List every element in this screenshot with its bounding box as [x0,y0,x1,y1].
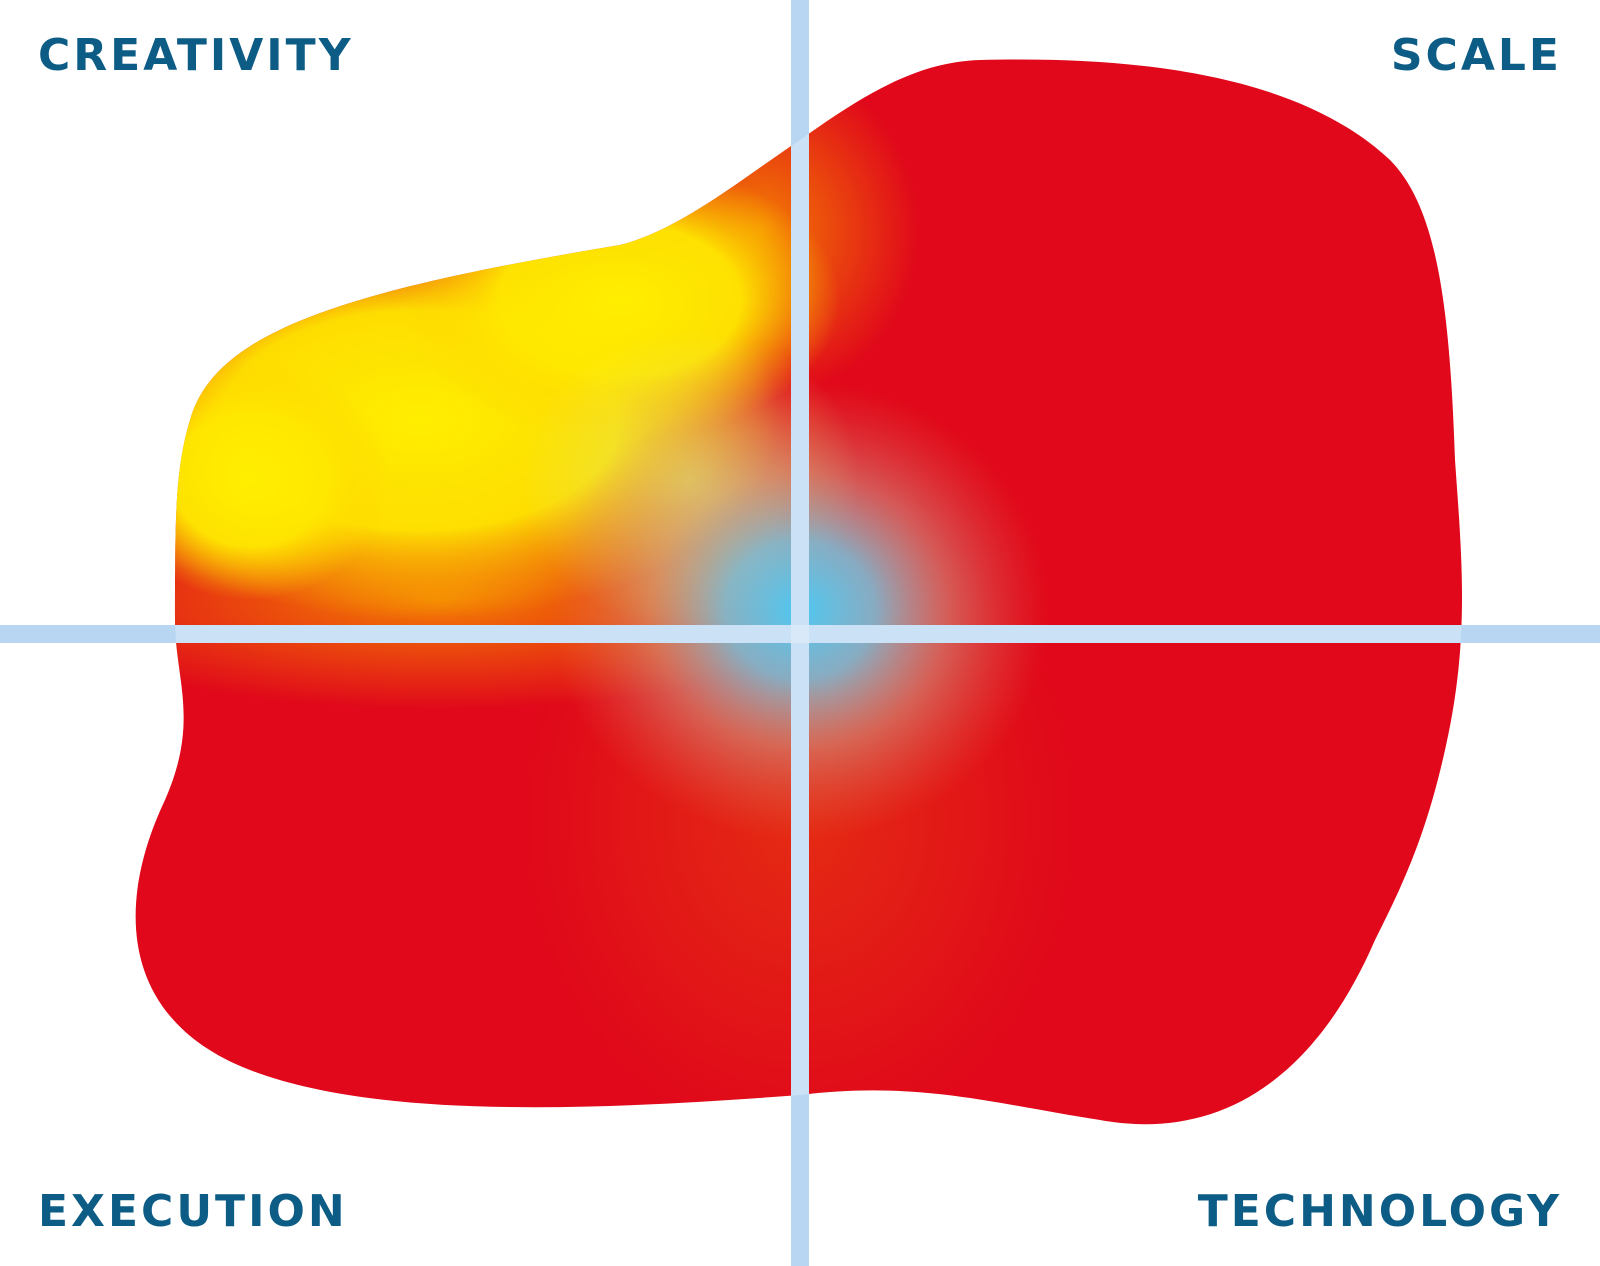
label-technology: TECHNOLOGY [1197,1186,1562,1237]
horizontal-axis-overlay [135,625,1463,643]
horizontal-axis-line [0,625,1600,643]
label-creativity: CREATIVITY [38,30,354,81]
label-scale: SCALE [1390,30,1562,81]
vertical-axis-overlay [791,59,809,1125]
label-execution: EXECUTION [38,1186,348,1237]
blob-yellow-left [135,360,390,600]
